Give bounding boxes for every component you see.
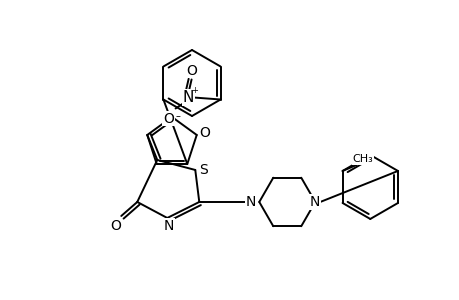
- Text: CH₃: CH₃: [352, 154, 372, 164]
- Text: N: N: [164, 219, 174, 233]
- Text: O: O: [163, 112, 174, 125]
- Text: N: N: [309, 195, 320, 209]
- Text: O: O: [199, 126, 210, 140]
- Text: –: –: [175, 112, 179, 122]
- Text: N: N: [246, 195, 256, 209]
- Text: O: O: [110, 219, 120, 233]
- Text: +: +: [191, 86, 197, 95]
- Text: O: O: [186, 64, 196, 77]
- Text: S: S: [198, 163, 207, 177]
- Text: N: N: [183, 90, 194, 105]
